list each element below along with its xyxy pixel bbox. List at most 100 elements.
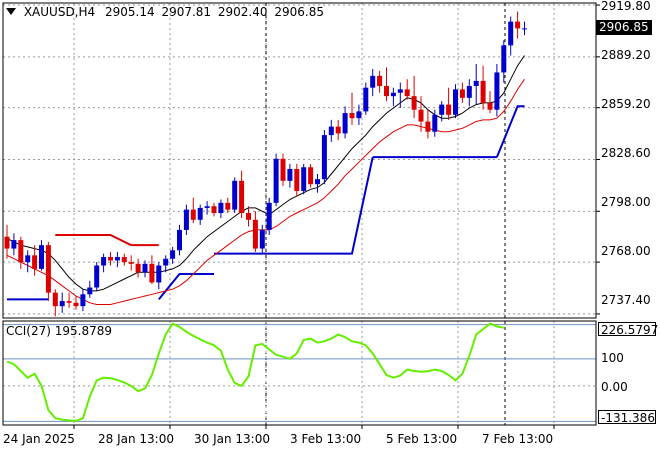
- candle: [342, 106, 348, 139]
- candle-body: [156, 265, 162, 283]
- close-value: 2906.85: [274, 5, 324, 19]
- candle: [349, 92, 355, 125]
- candle: [4, 224, 10, 259]
- candle: [121, 253, 127, 266]
- candle: [487, 91, 493, 114]
- candle: [315, 174, 320, 193]
- price-axis-label: 2737.40: [601, 293, 651, 307]
- time-axis-label: 24 Jan 2025: [3, 432, 75, 446]
- candle: [45, 241, 51, 302]
- candle-body: [411, 96, 417, 110]
- candle-body: [52, 292, 58, 307]
- cci-grid: [3, 321, 596, 425]
- price-axis-label: 2828.60: [601, 146, 651, 160]
- candle-body: [335, 126, 341, 134]
- candle: [128, 255, 134, 271]
- candle-body: [308, 167, 314, 185]
- candle-body: [135, 263, 141, 273]
- candle-body: [177, 229, 182, 251]
- high-value: 2907.81: [161, 5, 212, 19]
- candle: [149, 255, 155, 285]
- price-axis-label: 2768.00: [601, 244, 651, 258]
- slow-moving-average: [6, 78, 525, 305]
- candle-body: [377, 75, 383, 86]
- candle: [252, 211, 258, 252]
- fast-moving-average: [6, 55, 525, 292]
- candle: [301, 163, 307, 195]
- candle-body: [246, 213, 251, 220]
- candle-body: [273, 158, 279, 203]
- candle: [390, 87, 396, 107]
- candle: [356, 104, 362, 125]
- candle-body: [349, 113, 355, 119]
- support-line: [158, 272, 214, 301]
- candle: [177, 224, 182, 256]
- candle-body: [73, 302, 79, 307]
- candle-body: [25, 255, 31, 263]
- candle-body: [121, 257, 127, 263]
- candle-body: [328, 126, 334, 136]
- candle-body: [321, 135, 327, 180]
- price-axis-label: 2859.20: [601, 97, 651, 111]
- candle: [411, 75, 417, 119]
- candle: [94, 262, 100, 291]
- candle: [446, 87, 452, 120]
- candle: [11, 233, 17, 256]
- candle: [39, 240, 44, 271]
- candle-body: [197, 207, 203, 220]
- candle-body: [32, 255, 38, 269]
- candle: [280, 153, 286, 186]
- candle-body: [163, 258, 169, 266]
- candle: [473, 63, 479, 105]
- candle-body: [459, 89, 465, 98]
- candle-body: [384, 85, 389, 97]
- candle-body: [453, 89, 458, 115]
- moving-averages: [6, 55, 525, 305]
- candle-body: [494, 72, 500, 110]
- candle-body: [301, 167, 307, 191]
- candle-body: [356, 111, 362, 119]
- candle: [59, 292, 65, 313]
- candle: [501, 40, 507, 83]
- time-axis-label: 7 Feb 13:00: [482, 432, 554, 446]
- candle: [363, 82, 369, 115]
- candle: [87, 280, 93, 298]
- price-grid: [3, 3, 600, 429]
- candle: [287, 163, 293, 188]
- cci-line: [6, 322, 504, 422]
- candle-body: [170, 250, 176, 259]
- candle-body: [480, 80, 486, 103]
- collapse-triangle-icon[interactable]: [6, 8, 16, 15]
- candle-body: [211, 206, 217, 213]
- candle-body: [266, 202, 272, 230]
- candle: [211, 202, 217, 217]
- support-resistance-lines: [7, 105, 525, 301]
- candle-body: [501, 45, 507, 73]
- candle-body: [522, 28, 527, 30]
- candle: [404, 79, 410, 100]
- candle: [384, 67, 389, 102]
- time-axis-label: 5 Feb 13:00: [386, 432, 458, 446]
- candle: [377, 70, 383, 93]
- candle: [266, 197, 272, 236]
- main-panel-border: [2, 2, 597, 319]
- candle: [494, 63, 500, 117]
- candle-body: [287, 168, 293, 181]
- candle: [459, 82, 465, 103]
- candle-body: [142, 263, 148, 273]
- candle-body: [280, 158, 286, 181]
- candle-body: [239, 180, 245, 213]
- candle: [273, 153, 279, 207]
- candle: [259, 224, 265, 254]
- candle: [439, 101, 445, 122]
- candle: [432, 109, 438, 137]
- candle-body: [128, 262, 134, 264]
- candle-body: [432, 114, 438, 132]
- candle: [80, 289, 86, 312]
- candle-body: [370, 75, 376, 88]
- candle-body: [94, 265, 100, 288]
- candle: [328, 119, 334, 142]
- candle-body: [204, 206, 210, 208]
- candle: [232, 177, 238, 213]
